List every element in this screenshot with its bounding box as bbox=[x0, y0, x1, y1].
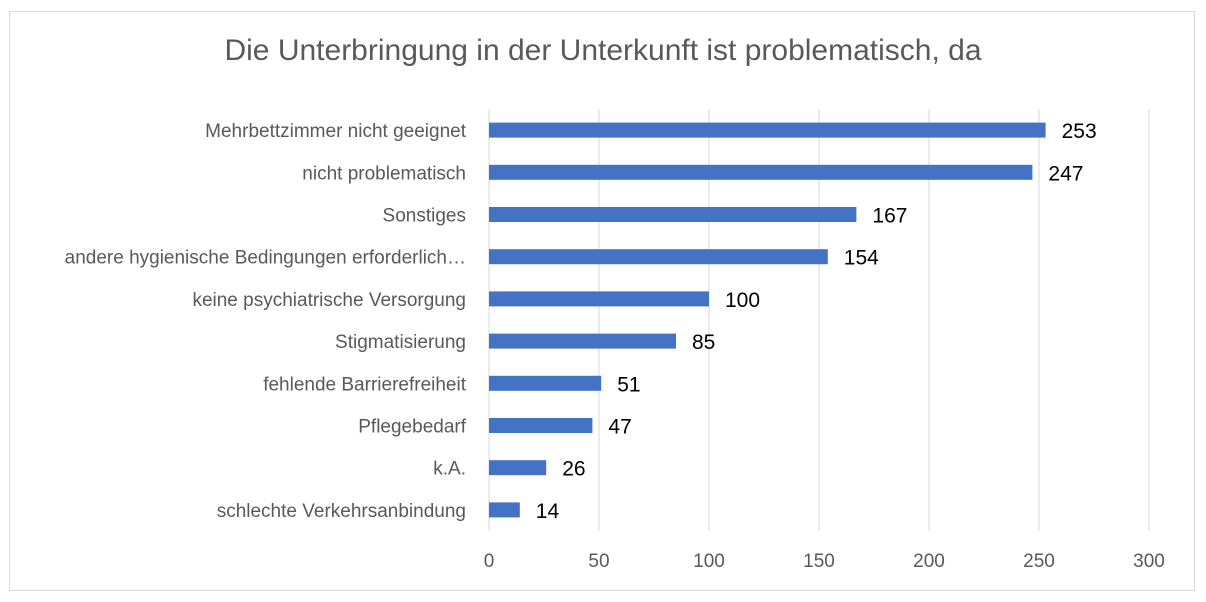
category-label: fehlende Barrierefreiheit bbox=[263, 374, 467, 395]
data-label: 51 bbox=[617, 373, 640, 396]
bar bbox=[489, 502, 520, 518]
x-tick-label: 250 bbox=[1023, 551, 1055, 572]
x-tick-label: 100 bbox=[693, 551, 725, 572]
category-label: nicht problematisch bbox=[302, 163, 466, 184]
data-label: 247 bbox=[1048, 162, 1083, 185]
category-label: schlechte Verkehrsanbindung bbox=[217, 501, 466, 522]
bar bbox=[489, 207, 857, 222]
bar bbox=[489, 333, 676, 349]
category-label: Stigmatisierung bbox=[335, 332, 466, 353]
data-label: 26 bbox=[562, 458, 585, 481]
data-label: 167 bbox=[872, 205, 907, 228]
data-label: 85 bbox=[692, 331, 715, 354]
x-tick-label: 200 bbox=[913, 551, 945, 572]
x-tick-label: 300 bbox=[1133, 551, 1165, 572]
bar bbox=[489, 460, 547, 476]
data-label: 47 bbox=[608, 416, 631, 439]
bar bbox=[489, 164, 1033, 180]
data-label: 100 bbox=[725, 289, 760, 312]
bar bbox=[489, 122, 1046, 138]
bar bbox=[489, 249, 828, 265]
category-label: Mehrbettzimmer nicht geeignet bbox=[205, 121, 467, 142]
category-label: k.A. bbox=[433, 459, 466, 480]
category-label: Sonstiges bbox=[383, 206, 466, 227]
x-tick-label: 50 bbox=[588, 551, 609, 572]
bar bbox=[489, 418, 593, 433]
chart-title: Die Unterbringung in der Unterkunft ist … bbox=[224, 34, 982, 67]
category-label: andere hygienische Bedingungen erforderl… bbox=[65, 248, 466, 269]
labels: 0 50 100 150 200 250 300 Mehrbettzimmer nicht g… bbox=[65, 120, 1165, 572]
x-tick-label: 150 bbox=[803, 551, 835, 572]
category-label: Pflegebedarf bbox=[358, 417, 466, 438]
bars bbox=[489, 122, 1046, 518]
bar bbox=[489, 291, 709, 307]
category-label: keine psychiatrische Versorgung bbox=[192, 290, 466, 311]
data-label: 253 bbox=[1062, 120, 1097, 143]
data-label: 14 bbox=[536, 500, 560, 523]
bar bbox=[489, 375, 602, 391]
x-tick-label: 0 bbox=[484, 551, 495, 572]
data-label: 154 bbox=[844, 247, 879, 270]
